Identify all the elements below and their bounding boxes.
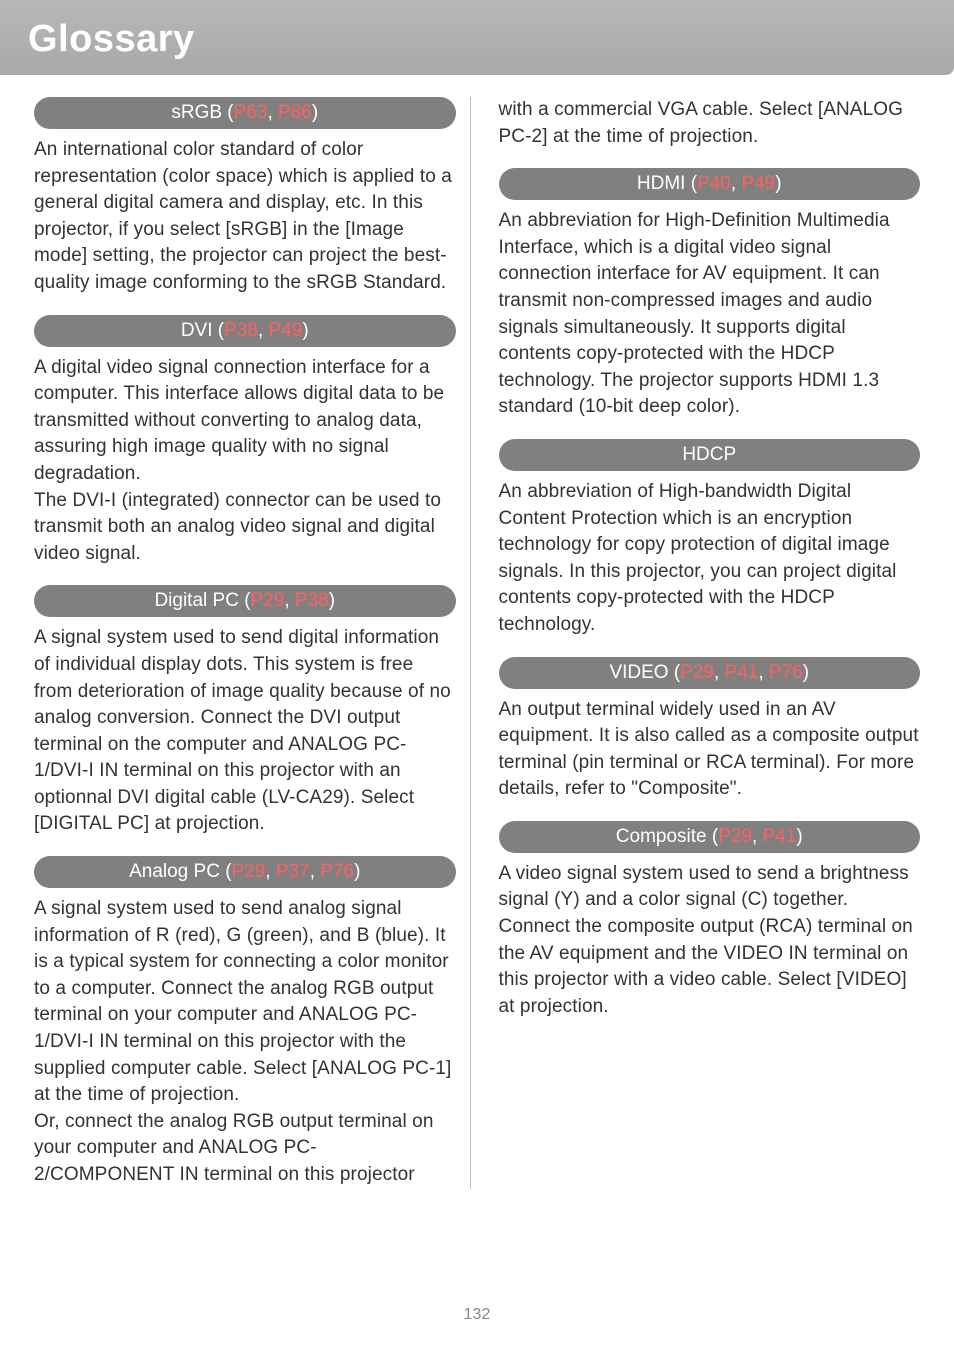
- term-label-end: ): [312, 102, 318, 123]
- glossary-term-digitalpc: Digital PC (P29, P38): [34, 585, 456, 617]
- term-label: HDCP: [682, 444, 736, 465]
- page-ref-link[interactable]: P86: [278, 102, 312, 123]
- glossary-term-analogpc: Analog PC (P29, P37, P76): [34, 856, 456, 888]
- content-area: sRGB (P63, P86) An international color s…: [0, 75, 954, 1189]
- left-column: sRGB (P63, P86) An international color s…: [34, 97, 471, 1189]
- term-label: Digital PC (: [154, 590, 250, 611]
- separator: ,: [258, 320, 269, 341]
- term-label: Analog PC (: [129, 861, 231, 882]
- page-ref-link[interactable]: P49: [269, 320, 303, 341]
- term-label: VIDEO (: [609, 662, 680, 683]
- page-title: Glossary: [28, 18, 954, 61]
- page-ref-link[interactable]: P76: [320, 861, 354, 882]
- glossary-term-srgb: sRGB (P63, P86): [34, 97, 456, 129]
- right-column: with a commercial VGA cable. Select [ANA…: [499, 97, 921, 1189]
- glossary-body-hdcp: An abbreviation of High-bandwidth Digita…: [499, 479, 921, 639]
- separator: ,: [731, 173, 742, 194]
- term-label-end: ): [302, 320, 308, 341]
- glossary-body-analogpc-continued: with a commercial VGA cable. Select [ANA…: [499, 97, 921, 150]
- page-ref-link[interactable]: P37: [276, 861, 310, 882]
- term-label: sRGB (: [171, 102, 233, 123]
- separator: ,: [267, 102, 278, 123]
- page-ref-link[interactable]: P41: [763, 826, 797, 847]
- page-ref-link[interactable]: P40: [697, 173, 731, 194]
- page-ref-link[interactable]: P29: [232, 861, 266, 882]
- glossary-term-hdcp: HDCP: [499, 439, 921, 471]
- page-ref-link[interactable]: P29: [718, 826, 752, 847]
- glossary-body-dvi: A digital video signal connection interf…: [34, 355, 456, 568]
- glossary-term-dvi: DVI (P38, P49): [34, 315, 456, 347]
- glossary-term-hdmi: HDMI (P40, P49): [499, 168, 921, 200]
- separator: ,: [284, 590, 295, 611]
- page-ref-link[interactable]: P38: [224, 320, 258, 341]
- header-bar: Glossary: [0, 0, 954, 75]
- separator: ,: [265, 861, 276, 882]
- glossary-body-composite: A video signal system used to send a bri…: [499, 861, 921, 1021]
- term-label-end: ): [796, 826, 802, 847]
- separator: ,: [752, 826, 763, 847]
- glossary-term-composite: Composite (P29, P41): [499, 821, 921, 853]
- term-label-end: ): [775, 173, 781, 194]
- separator: ,: [714, 662, 725, 683]
- term-label-end: ): [329, 590, 335, 611]
- glossary-body-digitalpc: A signal system used to send digital inf…: [34, 625, 456, 838]
- separator: ,: [758, 662, 769, 683]
- glossary-body-video: An output terminal widely used in an AV …: [499, 697, 921, 803]
- term-label: Composite (: [616, 826, 718, 847]
- glossary-body-hdmi: An abbreviation for High-Definition Mult…: [499, 208, 921, 421]
- term-label-end: ): [803, 662, 809, 683]
- term-label: HDMI (: [637, 173, 697, 194]
- separator: ,: [310, 861, 321, 882]
- glossary-body-analogpc: A signal system used to send analog sign…: [34, 896, 456, 1189]
- page-ref-link[interactable]: P38: [295, 590, 329, 611]
- glossary-term-video: VIDEO (P29, P41, P76): [499, 657, 921, 689]
- page-ref-link[interactable]: P49: [741, 173, 775, 194]
- page-number: 132: [0, 1306, 954, 1324]
- term-label-end: ): [354, 861, 360, 882]
- page-ref-link[interactable]: P63: [234, 102, 268, 123]
- page-ref-link[interactable]: P76: [769, 662, 803, 683]
- page-ref-link[interactable]: P41: [725, 662, 759, 683]
- page-ref-link[interactable]: P29: [251, 590, 285, 611]
- term-label: DVI (: [181, 320, 224, 341]
- glossary-body-srgb: An international color standard of color…: [34, 137, 456, 297]
- page-ref-link[interactable]: P29: [680, 662, 714, 683]
